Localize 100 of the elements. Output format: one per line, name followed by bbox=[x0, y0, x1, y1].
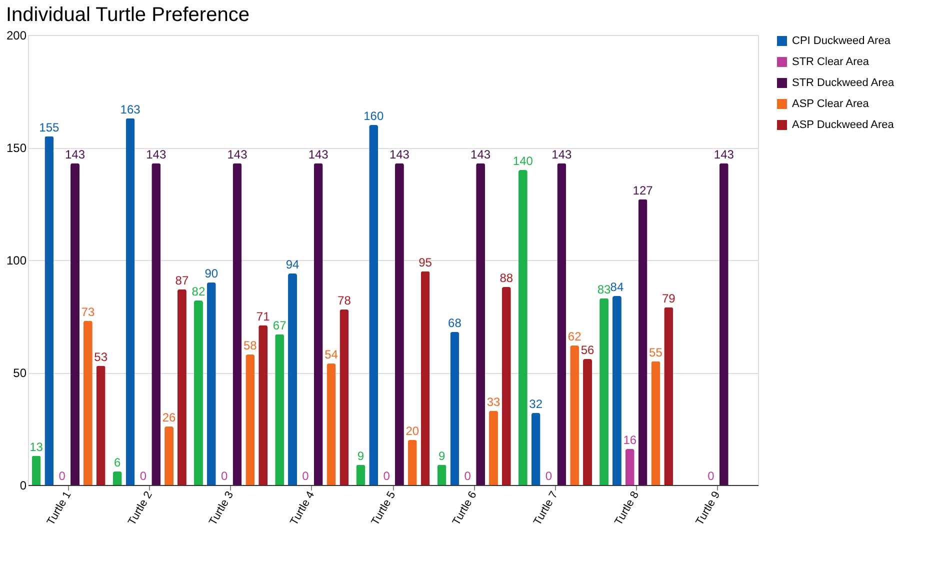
bar bbox=[420, 271, 430, 485]
y-tick-label: 50 bbox=[13, 366, 27, 380]
bar bbox=[488, 410, 498, 485]
bar bbox=[719, 163, 728, 485]
bar bbox=[664, 307, 674, 485]
data-label: 56 bbox=[580, 343, 595, 357]
data-label: 68 bbox=[448, 316, 462, 330]
bar bbox=[288, 274, 298, 485]
bar bbox=[369, 125, 378, 485]
data-label: 0 bbox=[708, 469, 715, 483]
data-label: 9 bbox=[357, 448, 364, 463]
data-label: 0 bbox=[302, 469, 310, 483]
data-label: 0 bbox=[545, 469, 552, 483]
bar bbox=[258, 325, 268, 485]
data-label: 143 bbox=[714, 147, 734, 162]
bar bbox=[177, 289, 186, 485]
bar bbox=[194, 300, 203, 485]
data-label: 67 bbox=[272, 318, 287, 332]
data-label: 143 bbox=[146, 147, 166, 162]
bar bbox=[625, 449, 634, 485]
bar bbox=[126, 118, 135, 485]
data-label: 84 bbox=[610, 280, 624, 294]
data-label: 143 bbox=[389, 147, 410, 162]
legend-label: CPI Duckweed Area bbox=[792, 35, 892, 47]
data-label: 79 bbox=[662, 291, 676, 306]
data-label: 155 bbox=[39, 120, 60, 134]
data-label: 62 bbox=[568, 330, 582, 344]
bar bbox=[394, 163, 404, 485]
bar bbox=[206, 282, 216, 485]
data-label: 9 bbox=[438, 448, 446, 463]
data-label: 0 bbox=[464, 469, 472, 483]
data-label: 143 bbox=[552, 147, 572, 162]
data-label: 87 bbox=[175, 273, 189, 288]
data-label: 83 bbox=[597, 282, 612, 296]
bar bbox=[275, 334, 284, 485]
bar bbox=[531, 413, 540, 485]
bar bbox=[502, 287, 511, 485]
bar bbox=[164, 426, 174, 485]
data-label: 6 bbox=[114, 456, 122, 470]
data-label: 73 bbox=[81, 304, 95, 319]
data-label: 55 bbox=[649, 345, 663, 360]
data-label: 0 bbox=[58, 469, 66, 483]
bar bbox=[408, 440, 417, 485]
data-label: 140 bbox=[512, 154, 534, 168]
bar bbox=[83, 320, 92, 485]
bar bbox=[232, 163, 242, 485]
bar bbox=[314, 163, 323, 485]
y-tick-label: 150 bbox=[6, 141, 27, 155]
bar bbox=[518, 170, 528, 485]
data-label: 143 bbox=[227, 147, 248, 162]
data-label: 143 bbox=[470, 147, 491, 162]
y-tick-label: 0 bbox=[20, 478, 27, 492]
data-label: 78 bbox=[338, 294, 352, 308]
data-label: 127 bbox=[632, 183, 654, 198]
bar bbox=[476, 163, 486, 485]
legend-label: STR Clear Area bbox=[792, 56, 870, 68]
data-label: 16 bbox=[623, 433, 637, 447]
bar bbox=[152, 163, 161, 485]
data-label: 143 bbox=[65, 147, 86, 162]
bar bbox=[612, 296, 622, 485]
y-tick-label: 200 bbox=[6, 28, 27, 42]
data-label: 88 bbox=[500, 271, 514, 285]
data-label: 20 bbox=[406, 424, 420, 438]
data-label: 90 bbox=[204, 266, 218, 280]
bar bbox=[638, 199, 648, 485]
legend-label: STR Duckweed Area bbox=[792, 77, 895, 89]
data-label: 0 bbox=[220, 469, 228, 483]
bar bbox=[450, 332, 460, 485]
legend-label: ASP Duckweed Area bbox=[792, 119, 895, 131]
data-label: 53 bbox=[94, 350, 108, 364]
bar bbox=[600, 298, 609, 485]
bar bbox=[340, 310, 349, 485]
data-label: 26 bbox=[162, 410, 176, 424]
bar bbox=[246, 354, 255, 485]
data-label: 163 bbox=[120, 102, 141, 116]
data-label: 13 bbox=[30, 440, 44, 454]
chart-title: Individual Turtle Preference bbox=[6, 4, 250, 26]
bar bbox=[356, 464, 366, 485]
bar bbox=[32, 456, 41, 485]
bar bbox=[583, 359, 592, 485]
data-label: 94 bbox=[286, 258, 300, 272]
bar bbox=[70, 163, 80, 485]
bar bbox=[112, 472, 122, 485]
data-label: 95 bbox=[418, 255, 432, 270]
data-label: 33 bbox=[486, 394, 500, 409]
bar bbox=[651, 361, 660, 485]
data-label: 71 bbox=[256, 309, 270, 324]
data-label: 160 bbox=[364, 109, 384, 123]
data-label: 143 bbox=[308, 147, 329, 162]
data-label: 54 bbox=[324, 348, 338, 362]
bar bbox=[326, 364, 336, 485]
y-tick-label: 100 bbox=[6, 254, 27, 268]
legend-label: ASP Clear Area bbox=[792, 98, 870, 110]
bar bbox=[437, 464, 446, 485]
bar bbox=[557, 163, 566, 485]
data-label: 32 bbox=[529, 397, 543, 411]
data-label: 0 bbox=[140, 469, 147, 483]
data-label: 82 bbox=[192, 284, 206, 298]
data-label: 0 bbox=[383, 469, 390, 483]
bar bbox=[96, 366, 106, 485]
